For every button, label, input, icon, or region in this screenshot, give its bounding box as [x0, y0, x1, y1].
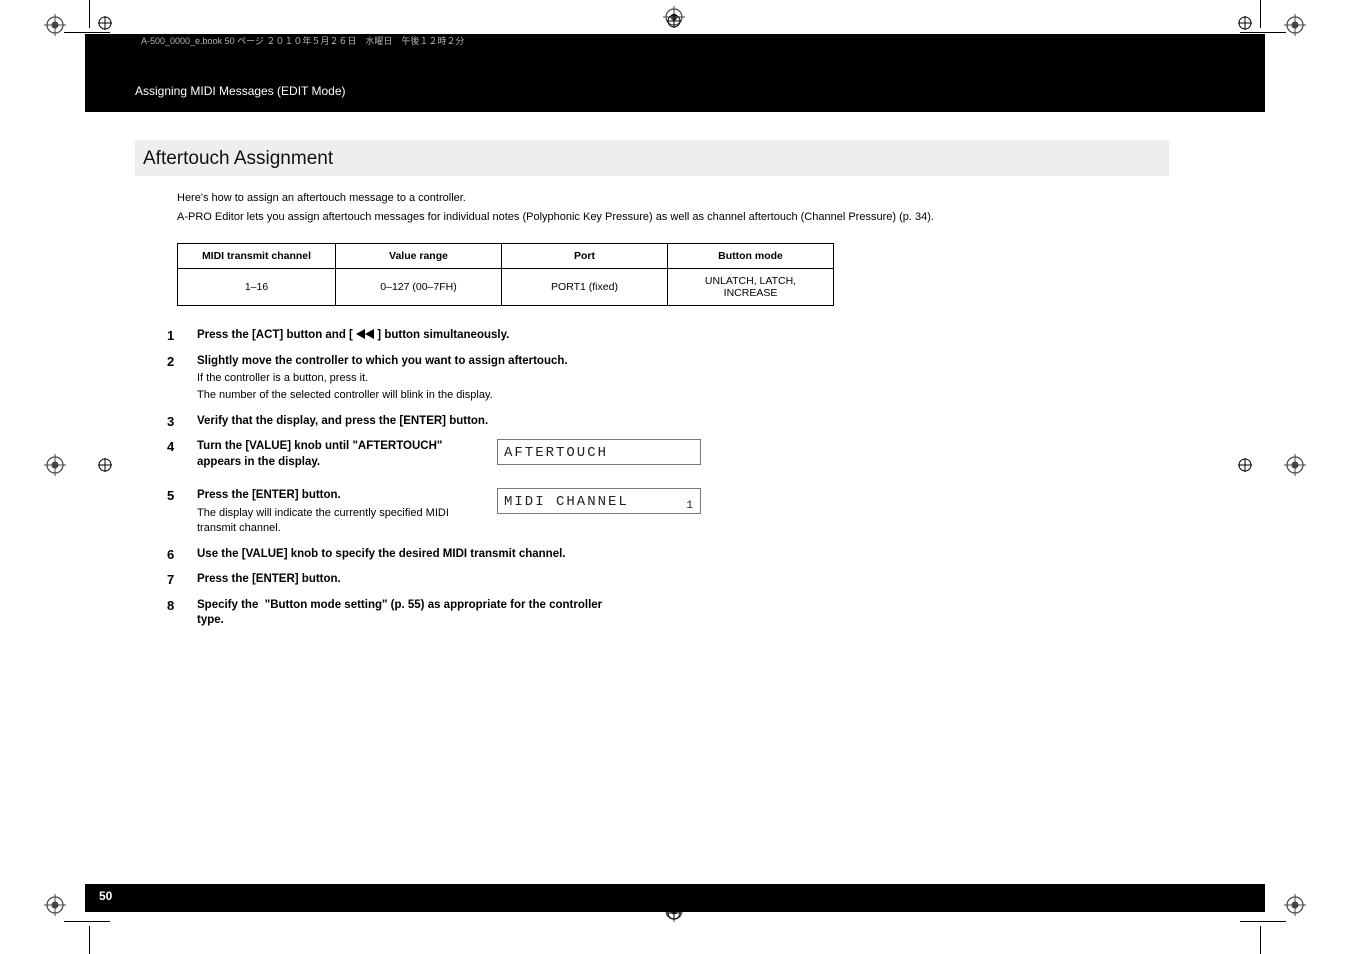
- registration-inner-mark: [667, 14, 681, 28]
- table-header: Value range: [336, 244, 502, 269]
- crop-line: [64, 32, 110, 33]
- table-cell: 0–127 (00–7FH): [336, 269, 502, 306]
- step-item: 8 Specify the "Button mode setting" (p. …: [167, 598, 1169, 629]
- step-number: 1: [167, 328, 197, 343]
- registration-inner-mark: [1238, 16, 1252, 30]
- table-cell: UNLATCH, LATCH, INCREASE: [668, 269, 834, 306]
- parameter-table: MIDI transmit channel Value range Port B…: [177, 243, 834, 306]
- table-header: Button mode: [668, 244, 834, 269]
- step-item: 7 Press the [ENTER] button.: [167, 572, 1169, 588]
- intro-paragraph: Here's how to assign an aftertouch messa…: [177, 190, 1169, 225]
- registration-inner-mark: [1238, 458, 1252, 472]
- registration-mark: [44, 14, 66, 36]
- registration-inner-mark: [98, 16, 112, 30]
- step-title: Press the [ENTER] button.: [197, 488, 457, 504]
- table-header: Port: [502, 244, 668, 269]
- step-title: Slightly move the controller to which yo…: [197, 354, 568, 370]
- step-desc: If the controller is a button, press it.: [197, 371, 568, 386]
- section-heading: Aftertouch Assignment: [135, 140, 1169, 176]
- print-source-line: A-500_0000_e.book 50 ページ ２０１０年５月２６日 水曜日 …: [141, 34, 464, 47]
- registration-mark: [44, 894, 66, 916]
- step-item: 6 Use the [VALUE] knob to specify the de…: [167, 547, 1169, 563]
- step-title: Verify that the display, and press the […: [197, 414, 488, 430]
- step-title: Press the [ENTER] button.: [197, 572, 341, 588]
- registration-inner-mark: [98, 458, 112, 472]
- page-footer: 50: [85, 884, 1265, 912]
- lcd-text: AFTERTOUCH: [504, 445, 608, 461]
- table-header: MIDI transmit channel: [178, 244, 336, 269]
- step-title: Press the [ACT] button and [ ] button si…: [197, 329, 509, 341]
- step-number: 4: [167, 439, 197, 454]
- step-item: 4 Turn the [VALUE] knob until "AFTERTOUC…: [167, 439, 1169, 470]
- step-number: 7: [167, 572, 197, 587]
- step-title: Specify the "Button mode setting" (p. 55…: [197, 598, 627, 629]
- registration-mark: [44, 454, 66, 476]
- step-item: 3 Verify that the display, and press the…: [167, 414, 1169, 430]
- intro-line: Here's how to assign an aftertouch messa…: [177, 190, 1169, 207]
- lcd-sub-text: 1: [686, 500, 694, 513]
- step-item: 1 Press the [ACT] button and [ ] button …: [167, 328, 1169, 344]
- step-number: 5: [167, 488, 197, 503]
- chapter-banner: A-500_0000_e.book 50 ページ ２０１０年５月２６日 水曜日 …: [85, 34, 1265, 112]
- rewind-icon: [356, 329, 374, 339]
- step-number: 3: [167, 414, 197, 429]
- step-number: 8: [167, 598, 197, 613]
- lcd-text: MIDI CHANNEL: [504, 494, 629, 510]
- crop-line: [64, 921, 110, 922]
- registration-mark: [1284, 454, 1306, 476]
- table-cell: 1–16: [178, 269, 336, 306]
- steps-list: 1 Press the [ACT] button and [ ] button …: [167, 328, 1169, 629]
- crop-line: [1260, 0, 1261, 28]
- step-number: 2: [167, 354, 197, 369]
- registration-mark: [1284, 894, 1306, 916]
- registration-mark: [1284, 14, 1306, 36]
- crop-line: [89, 0, 90, 28]
- table-row: 1–16 0–127 (00–7FH) PORT1 (fixed) UNLATC…: [178, 269, 834, 306]
- intro-line: A-PRO Editor lets you assign aftertouch …: [177, 209, 1169, 226]
- table-cell: PORT1 (fixed): [502, 269, 668, 306]
- step-desc: The display will indicate the currently …: [197, 506, 457, 537]
- step-title: Use the [VALUE] knob to specify the desi…: [197, 547, 566, 563]
- lcd-display: AFTERTOUCH: [497, 439, 701, 465]
- crop-line: [1240, 32, 1286, 33]
- page-number: 50: [99, 889, 112, 903]
- step-item: 5 Press the [ENTER] button. The display …: [167, 488, 1169, 536]
- lcd-display: MIDI CHANNEL 1: [497, 488, 701, 514]
- crop-line: [89, 926, 90, 954]
- crop-line: [1260, 926, 1261, 954]
- crop-line: [1240, 921, 1286, 922]
- step-desc: The number of the selected controller wi…: [197, 388, 568, 403]
- step-item: 2 Slightly move the controller to which …: [167, 354, 1169, 404]
- breadcrumb: Assigning MIDI Messages (EDIT Mode): [135, 84, 346, 98]
- table-header-row: MIDI transmit channel Value range Port B…: [178, 244, 834, 269]
- step-title: Turn the [VALUE] knob until "AFTERTOUCH"…: [197, 439, 457, 470]
- step-number: 6: [167, 547, 197, 562]
